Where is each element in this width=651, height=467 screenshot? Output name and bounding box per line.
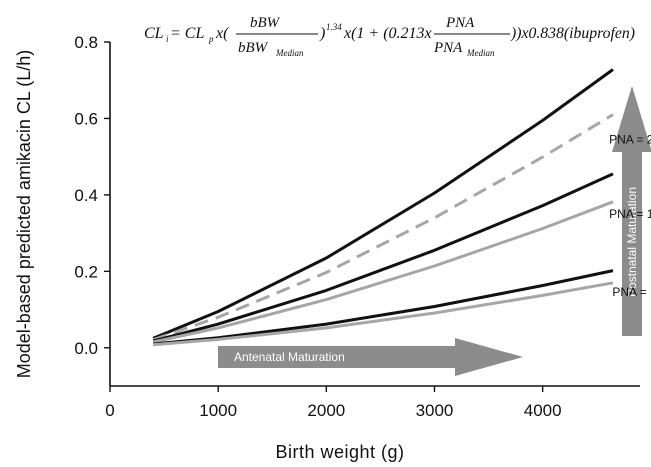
formula-lhs-sub: i: [166, 34, 169, 44]
formula-part-3-sup: 1.34: [326, 22, 342, 32]
x-ticks: 0 1000 2000 3000 4000: [105, 386, 562, 420]
formula-part-2: x(: [215, 25, 230, 42]
x-tick-label: 1000: [199, 401, 237, 420]
y-tick-label: 0.4: [74, 186, 98, 205]
series-label: PNA = 14: [609, 207, 651, 221]
series-line-5: [153, 281, 614, 347]
formula-frac1-numerator: bBW: [250, 15, 281, 31]
postnatal-arrow-shape: [612, 86, 651, 336]
series-line-2: [152, 172, 614, 343]
y-tick-label: 0.8: [74, 33, 98, 52]
formula-frac2-numerator: PNA: [445, 15, 475, 31]
formula-part-1: = CL: [170, 25, 204, 42]
series-lines: [152, 68, 614, 347]
series-line-3: [152, 200, 614, 344]
x-axis-title: Birth weight (g): [275, 442, 404, 462]
antenatal-arrow-label: Antenatal Maturation: [234, 350, 345, 364]
formula: CL i = CL p x( bBW bBW Median ) 1.34 x(1…: [144, 15, 635, 58]
series-label: PNA = 28: [609, 132, 651, 146]
y-tick-label: 0.6: [74, 109, 98, 128]
series-line-1: [152, 113, 614, 342]
series-labels: PNA = 28 PNA = 14 PNA = 1: [609, 132, 651, 299]
x-tick-label: 2000: [307, 401, 345, 420]
formula-frac1-denominator-sub: Median: [275, 48, 304, 58]
formula-frac2-denominator: PNA: [433, 40, 463, 56]
y-tick-label: 0.0: [74, 339, 98, 358]
y-axis-title: Model-based predicted amikacin CL (L/h): [14, 50, 34, 379]
formula-part-4: x(1 + (0.213x: [343, 25, 432, 42]
postnatal-maturation-arrow: Postnatal Maturation: [612, 86, 651, 336]
x-tick-label: 0: [105, 401, 114, 420]
antenatal-maturation-arrow: Antenatal Maturation: [218, 338, 523, 376]
formula-lhs: CL: [144, 25, 164, 42]
x-tick-label: 3000: [416, 401, 454, 420]
series-label: PNA = 1: [612, 285, 651, 299]
formula-frac1-denominator: bBW: [238, 40, 269, 56]
formula-part-3: ): [319, 25, 325, 42]
antenatal-arrow-shape: [218, 338, 523, 376]
postnatal-arrow-label: Postnatal Maturation: [625, 187, 639, 297]
formula-frac2-denominator-sub: Median: [466, 48, 495, 58]
series-line-0: [152, 68, 614, 340]
x-tick-label: 4000: [524, 401, 562, 420]
y-ticks: 0.0 0.2 0.4 0.6 0.8: [74, 33, 110, 358]
formula-part-1-sub: p: [208, 34, 214, 44]
formula-part-5: ))x0.838(ibuprofen): [510, 25, 635, 42]
y-tick-label: 0.2: [74, 262, 98, 281]
